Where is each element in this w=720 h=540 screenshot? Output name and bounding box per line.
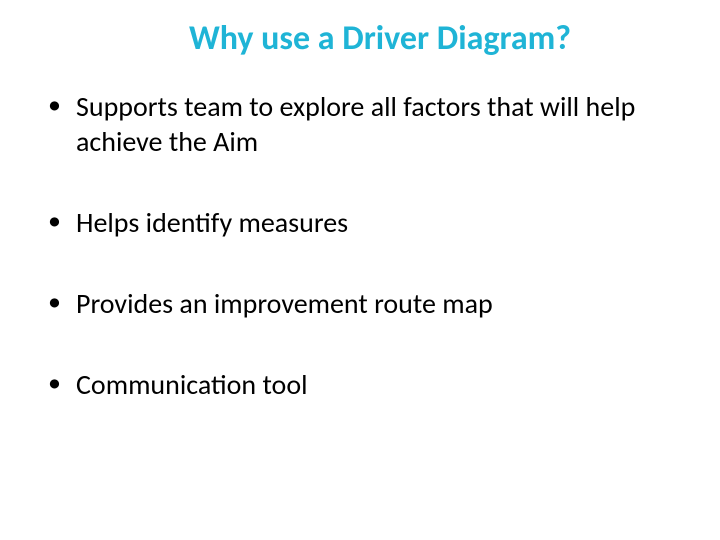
slide-title: Why use a Driver Diagram? [30,18,690,59]
bullet-item: Helps identify measures [48,205,690,240]
bullet-item: Supports team to explore all factors tha… [48,89,690,159]
bullet-item: Communication tool [48,367,690,402]
bullet-list: Supports team to explore all factors tha… [30,89,690,402]
bullet-item: Provides an improvement route map [48,286,690,321]
